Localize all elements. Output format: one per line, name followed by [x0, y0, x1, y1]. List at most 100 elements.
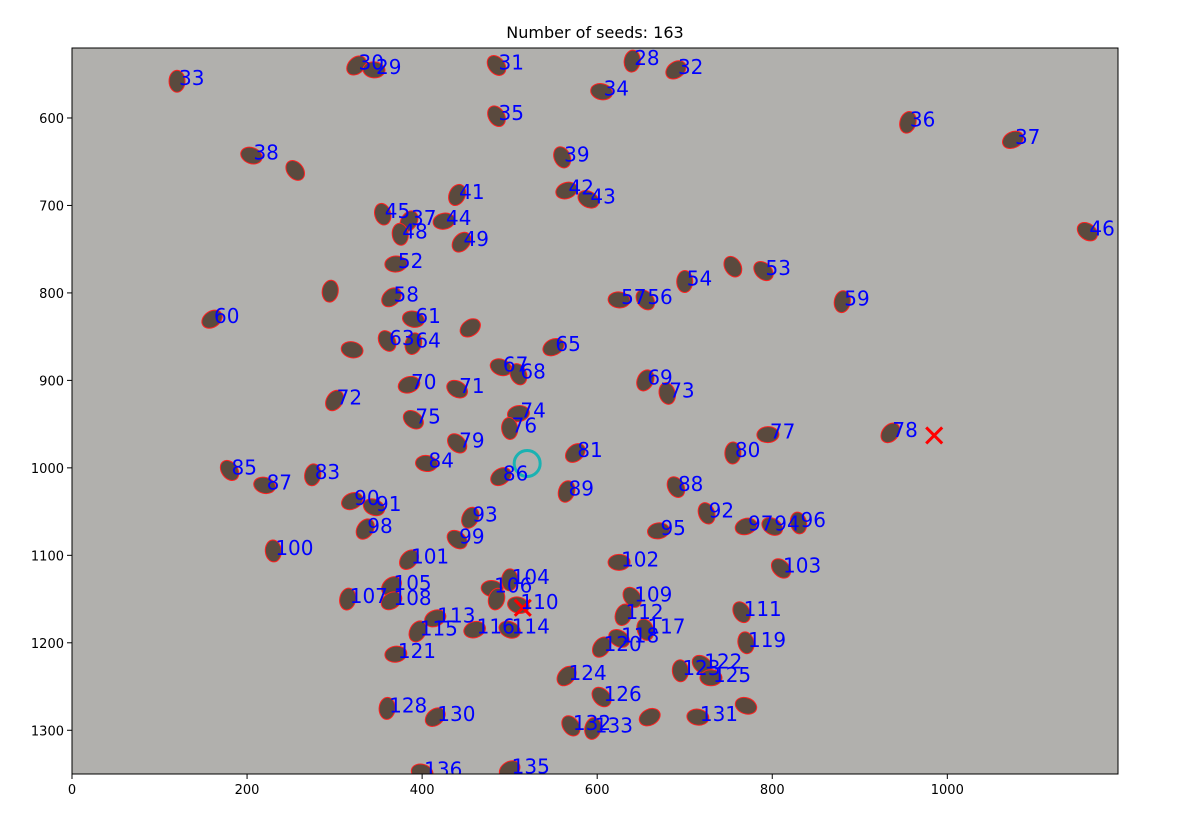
x-marker-1 [925, 426, 944, 445]
seed-52 [253, 476, 276, 495]
seed-label-33: 67 [503, 352, 528, 376]
seed-unlabeled-2 [459, 318, 481, 338]
seed-41 [402, 410, 424, 430]
seed-label-3: 31 [499, 50, 524, 74]
y-axis: 600 700 800 900 1000 1100 1200 1300 [31, 112, 72, 739]
seed-78 [424, 609, 447, 628]
seed-label-29: 61 [415, 304, 440, 328]
seed-label-62: 98 [367, 514, 392, 538]
seed-label-82: 116 [477, 615, 515, 639]
seed-label-32: 65 [555, 332, 580, 356]
seed-label-51: 86 [503, 462, 528, 486]
seed-48 [415, 454, 438, 473]
x-marker-stroke-b [925, 426, 944, 445]
seed-95 [561, 715, 581, 737]
marker-layer [512, 426, 944, 617]
seed-label-25: 57 [621, 285, 646, 309]
seed-label-41: 75 [415, 405, 440, 429]
seed-24 [381, 287, 402, 308]
seed-89 [556, 665, 577, 687]
seed-label-26: 56 [647, 285, 672, 309]
center-circle-0 [512, 448, 542, 478]
seed-25 [607, 291, 631, 309]
seed-label-96: 133 [595, 714, 633, 738]
seed-label-94: 131 [700, 702, 738, 726]
seed-37 [446, 379, 469, 399]
seed-72 [622, 586, 642, 608]
seed-97 [498, 760, 521, 774]
y-tick-label-6: 1200 [31, 637, 64, 652]
seed-unlabeled-7 [734, 696, 758, 715]
seed-32 [542, 337, 565, 357]
seed-82 [463, 620, 486, 639]
seed-4 [623, 49, 641, 73]
seed-20 [451, 231, 472, 253]
x-tick-label-4: 800 [760, 783, 785, 798]
seed-label-63: 95 [660, 516, 685, 540]
seed-46 [724, 441, 742, 465]
seed-label-71: 106 [494, 574, 532, 598]
seed-76 [732, 601, 751, 624]
seed-label-20: 49 [464, 227, 489, 251]
seed-label-80: 117 [647, 615, 685, 639]
seed-54 [557, 480, 576, 503]
seed-label-16: 37 [411, 206, 436, 230]
seed-label-83: 118 [621, 623, 659, 647]
seed-90 [699, 669, 723, 687]
seed-13 [555, 181, 578, 200]
seed-label-93: 130 [437, 702, 475, 726]
y-tick-label-0: 600 [39, 112, 64, 127]
seed-label-52: 87 [267, 470, 292, 494]
seed-label-48: 84 [429, 448, 454, 472]
seed-92 [378, 696, 396, 720]
seed-79 [498, 620, 521, 639]
seed-label-76: 111 [744, 597, 782, 621]
seed-label-84: 119 [748, 628, 786, 652]
chart-title: Number of seeds: 163 [506, 23, 683, 42]
seed-label-78: 113 [437, 603, 475, 627]
seed-50 [304, 463, 322, 487]
y-tick-label-7: 1300 [31, 724, 64, 739]
seed-17 [432, 212, 456, 230]
x-tick-label-0: 0 [68, 783, 76, 798]
y-tick-label-5: 1100 [31, 549, 64, 564]
seed-label-65: 100 [275, 536, 313, 560]
y-tick-label-2: 800 [39, 287, 64, 302]
seed-29 [402, 310, 425, 328]
y-tick-label-1: 700 [39, 199, 64, 214]
seed-11 [553, 146, 572, 169]
seed-18 [1076, 222, 1098, 242]
seed-43 [880, 422, 901, 444]
seed-label-95: 132 [573, 711, 611, 735]
seed-31 [404, 332, 423, 355]
seed-38 [658, 382, 676, 405]
seed-label-61: 96 [801, 508, 826, 532]
seed-label-87: 122 [704, 650, 742, 674]
plot-frame [71, 47, 1119, 775]
y-tick-label-4: 1000 [31, 462, 64, 477]
seed-39 [325, 389, 345, 412]
seed-label-40: 74 [520, 399, 545, 423]
seed-label-72: 109 [634, 582, 672, 606]
seed-60 [761, 517, 784, 536]
seed-label-67: 102 [621, 547, 659, 571]
seed-label-12: 41 [459, 180, 484, 204]
seed-label-37: 71 [459, 374, 484, 398]
seed-93 [424, 707, 446, 727]
seed-label-4: 28 [634, 46, 659, 70]
seed-69 [501, 568, 519, 592]
seed-label-27: 59 [844, 287, 869, 311]
seed-label-22: 53 [765, 256, 790, 280]
seed-label-5: 32 [678, 55, 703, 79]
seed-0 [168, 69, 186, 93]
seed-label-91: 126 [604, 682, 642, 706]
seed-86 [384, 645, 408, 663]
seed-label-81: 115 [420, 616, 458, 640]
seed-label-59: 97 [748, 511, 773, 535]
seed-26 [635, 289, 656, 311]
seed-label-42: 76 [512, 413, 537, 437]
seed-35 [636, 369, 655, 392]
seed-label-88: 123 [682, 656, 720, 680]
